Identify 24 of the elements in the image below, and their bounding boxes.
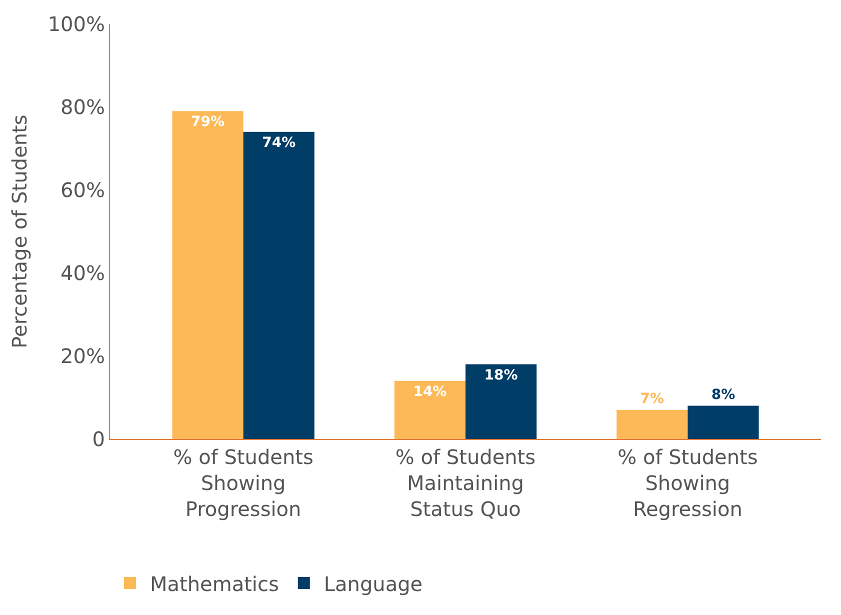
data-label: 14% <box>413 384 447 400</box>
bar <box>172 111 244 439</box>
legend-label: Mathematics <box>150 572 279 596</box>
y-tick-label: 100% <box>48 12 105 36</box>
x-tick-label: % of Students Showing Regression <box>618 445 758 521</box>
y-tick-label: 20% <box>60 344 105 368</box>
bar <box>616 410 688 439</box>
y-tick-label: 60% <box>60 178 105 202</box>
data-label: 18% <box>484 367 518 384</box>
data-label: 74% <box>262 134 296 151</box>
legend-label: Language <box>324 572 423 596</box>
data-label: 79% <box>191 114 225 130</box>
y-tick-label: 80% <box>60 95 105 119</box>
bar <box>394 380 466 439</box>
x-tick-label: % of Students Showing Progression <box>173 445 314 521</box>
data-label: 7% <box>640 390 664 407</box>
bar <box>466 364 537 439</box>
bar <box>243 132 314 439</box>
x-tick-label: % of Students Maintaining Status Quo <box>395 445 536 521</box>
y-tick-label: 40% <box>60 261 105 285</box>
bar <box>688 406 759 439</box>
y-tick-label: 0 <box>92 427 105 451</box>
y-axis-title: Percentage of Students <box>7 114 32 348</box>
data-label: 8% <box>711 386 736 403</box>
